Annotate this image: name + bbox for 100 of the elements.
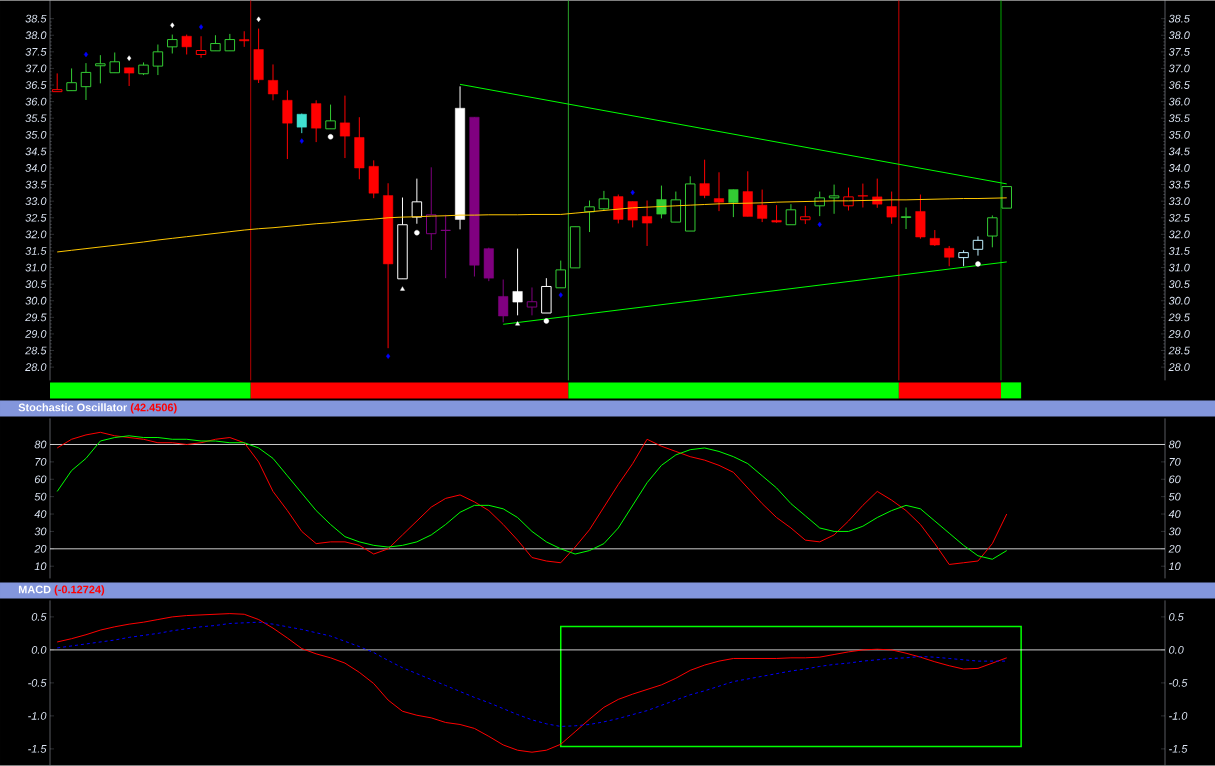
candlestick — [857, 183, 868, 209]
candlestick — [181, 34, 192, 56]
y2-tick-label: 35.0 — [1168, 131, 1190, 139]
candlestick — [66, 68, 77, 92]
y2-tick-label: 20 — [1168, 545, 1181, 553]
y-tick-label: 33.5 — [25, 180, 47, 189]
y-tick-label: 30.0 — [25, 297, 47, 305]
y2-tick-label: 35.5 — [1168, 114, 1190, 123]
point — [817, 221, 822, 228]
point — [975, 261, 981, 267]
y2-tick-label: 29.5 — [1168, 313, 1190, 322]
candlestick — [843, 187, 854, 212]
y2-tick-label: 30.0 — [1168, 297, 1190, 305]
y-tick-label: 20 — [34, 545, 47, 553]
y2-tick-label: 36.0 — [1168, 97, 1190, 106]
point — [515, 321, 520, 326]
point — [198, 24, 204, 30]
candlestick — [598, 190, 610, 212]
candlestick — [109, 52, 120, 74]
y2-tick-label: 0.5 — [1169, 613, 1184, 621]
y2-tick-label: 31.0 — [1168, 263, 1190, 272]
y2-tick-label: 31.5 — [1168, 247, 1190, 256]
y-tick-label: 70 — [35, 458, 47, 466]
y2-tick-label: -1.5 — [1169, 745, 1188, 753]
point — [543, 318, 550, 324]
candlestick — [325, 104, 336, 130]
chart-subtitle: (42.4506) — [130, 403, 177, 414]
candlestick — [411, 178, 423, 225]
y-tick-label: 30 — [34, 527, 47, 536]
candlestick — [268, 64, 278, 101]
candlestick — [498, 279, 509, 324]
y-tick-label: 29.0 — [25, 330, 47, 339]
y2-tick-label: 28.0 — [1168, 363, 1190, 372]
y2-tick-label: 28.5 — [1168, 346, 1190, 355]
candlestick — [613, 194, 624, 225]
y2-tick-label: 30.5 — [1168, 280, 1190, 289]
y2-tick-label: 60 — [1169, 475, 1181, 484]
y-tick-label: 36.5 — [25, 81, 47, 90]
y-tick-label: 30.5 — [25, 280, 47, 289]
candlestick — [642, 200, 653, 247]
y2-tick-label: 33.5 — [1168, 180, 1190, 189]
point — [630, 190, 635, 196]
candlestick — [627, 201, 638, 229]
y2-tick-label: 32.5 — [1168, 214, 1190, 222]
y-tick-label: 35.5 — [25, 114, 47, 123]
candlestick — [426, 167, 437, 251]
y-tick-label: 32.5 — [25, 214, 47, 222]
candlestick — [800, 205, 811, 225]
y2-tick-label: 29.0 — [1168, 330, 1190, 339]
y2-tick-label: 70 — [1169, 458, 1181, 466]
y-tick-label: 0.5 — [31, 613, 47, 621]
y-tick-label: 34.5 — [25, 147, 47, 156]
candlestick — [757, 189, 768, 223]
candlestick — [714, 172, 724, 212]
y-tick-label: 60 — [34, 475, 47, 484]
candlestick — [339, 95, 350, 159]
y-tick-label: 80 — [34, 440, 47, 449]
y-tick-label: 34.0 — [25, 164, 47, 173]
candlestick — [512, 248, 523, 317]
candlestick — [152, 44, 164, 76]
y2-tick-label: 10 — [1168, 562, 1181, 571]
y2-tick-label: 32.0 — [1168, 230, 1190, 239]
candlestick — [282, 90, 293, 160]
y-tick-label: 50 — [34, 492, 47, 501]
candlestick — [828, 184, 840, 215]
y2-tick-label: 34.5 — [1168, 147, 1190, 156]
point — [170, 22, 175, 29]
candlestick — [656, 185, 667, 220]
point — [414, 230, 420, 236]
point — [400, 286, 405, 291]
candlestick — [944, 245, 955, 267]
y2-tick-label: 36.5 — [1168, 81, 1190, 90]
candlestick — [785, 203, 797, 226]
y2-tick-label: 34.0 — [1168, 164, 1190, 173]
y2-tick-label: -0.5 — [1169, 679, 1188, 687]
candlestick — [95, 54, 106, 85]
y-tick-label: 38.0 — [25, 31, 47, 40]
y-tick-label: 40 — [34, 510, 47, 519]
y-tick-label: 35.0 — [25, 131, 47, 139]
point — [327, 134, 334, 140]
y-tick-label: 10 — [34, 562, 47, 571]
candlestick — [900, 207, 912, 230]
y2-tick-label: -1.0 — [1169, 712, 1188, 720]
candlestick — [699, 159, 710, 199]
y-tick-label: 36.0 — [25, 97, 47, 106]
y2-tick-label: 37.0 — [1168, 64, 1190, 73]
y-tick-label: 31.0 — [25, 263, 47, 272]
y-tick-label: -1.5 — [28, 745, 47, 753]
candlestick — [195, 35, 207, 59]
candlestick — [728, 189, 739, 218]
candlestick — [987, 215, 998, 249]
y-tick-label: 38.5 — [25, 14, 47, 23]
point — [558, 292, 563, 298]
y2-tick-label: 37.5 — [1168, 48, 1190, 56]
candlestick — [526, 287, 538, 317]
candlestick — [972, 236, 984, 257]
point — [256, 16, 261, 23]
y-tick-label: 28.5 — [25, 346, 47, 355]
y-tick-label: -1.0 — [28, 712, 47, 720]
y-tick-label: 33.0 — [25, 197, 47, 206]
